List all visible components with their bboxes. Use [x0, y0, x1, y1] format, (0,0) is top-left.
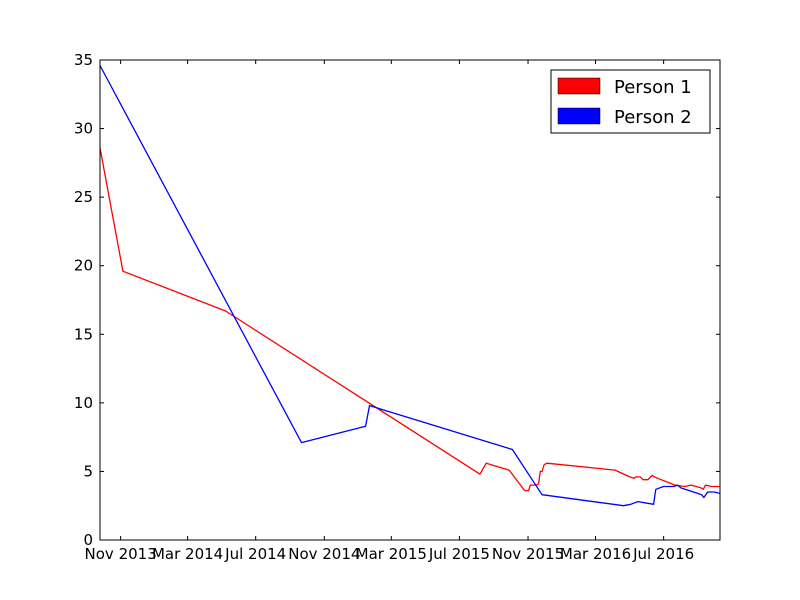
series-line-person-2 — [99, 65, 721, 507]
legend-label-person-2: Person 2 — [614, 107, 692, 128]
legend-swatch-person-1 — [557, 77, 601, 95]
y-tick-label: 20 — [74, 257, 93, 275]
x-tick-label: Jul 2014 — [224, 545, 286, 563]
series-line-person-1 — [99, 147, 720, 492]
y-tick-label: 35 — [74, 51, 93, 69]
y-tick-label: 10 — [74, 394, 93, 412]
plot-area-frame — [99, 59, 721, 541]
y-tick-label: 15 — [74, 325, 93, 343]
x-tick-label: Nov 2014 — [288, 545, 360, 563]
x-tick-label: Mar 2014 — [152, 545, 223, 563]
legend-swatch-person-2 — [557, 107, 601, 125]
x-tick-label: Jul 2015 — [428, 545, 490, 563]
x-tick-label: Mar 2015 — [356, 545, 427, 563]
legend-label-person-1: Person 1 — [614, 77, 692, 98]
y-axis: 0 5 10 15 20 25 30 35 — [74, 51, 720, 549]
series-lines — [99, 65, 721, 507]
legend: Person 1 Person 2 — [550, 69, 711, 134]
y-tick-label: 30 — [74, 120, 93, 138]
x-tick-label: Nov 2013 — [85, 545, 157, 563]
y-tick-label: 25 — [74, 188, 93, 206]
x-tick-label: Jul 2016 — [632, 545, 694, 563]
y-tick-label: 5 — [83, 462, 93, 480]
y-tick-label: 0 — [83, 531, 93, 549]
x-tick-label: Mar 2016 — [560, 545, 631, 563]
x-tick-label: Nov 2015 — [492, 545, 564, 563]
